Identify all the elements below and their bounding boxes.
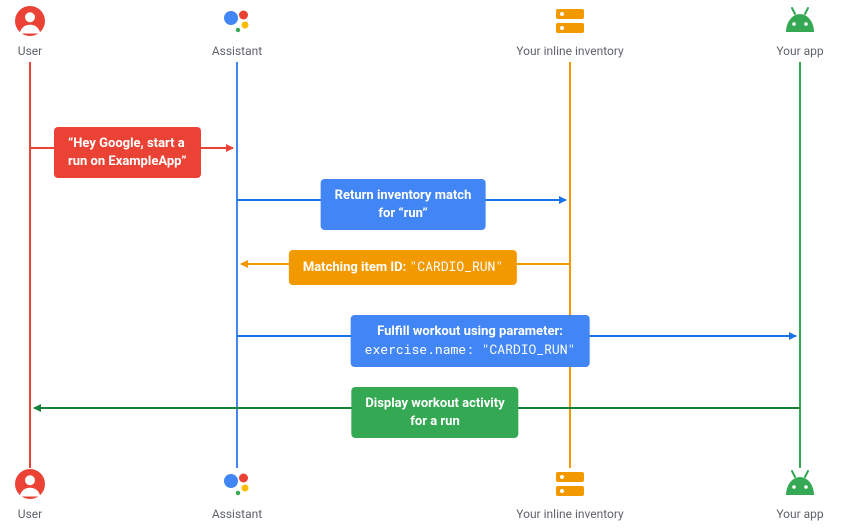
msg-text: “Hey Google, start a — [68, 136, 185, 151]
msg-text: Display workout activity — [365, 396, 504, 411]
msg-text: for a run — [410, 414, 460, 429]
message-user-query: “Hey Google, start a run on ExampleApp” — [54, 127, 201, 178]
msg-text: Fulfill workout using parameter: — [377, 324, 563, 339]
user-icon — [15, 469, 45, 503]
inventory-icon — [554, 6, 586, 40]
assistant-icon — [221, 5, 253, 41]
message-matching-item: Matching item ID: "CARDIO_RUN" — [289, 250, 517, 285]
label-inventory: Your inline inventory — [516, 507, 623, 521]
msg-mono: exercise.name: "CARDIO_RUN" — [365, 340, 576, 358]
msg-text: for “run” — [378, 206, 427, 221]
msg-text: Matching item ID: — [303, 260, 410, 275]
label-assistant: Assistant — [212, 507, 262, 521]
msg-text: run on ExampleApp” — [68, 154, 187, 169]
android-icon — [783, 469, 817, 503]
label-user: User — [18, 507, 42, 521]
msg-text: Return inventory match — [335, 188, 472, 203]
user-icon — [15, 6, 45, 40]
message-fulfill-workout: Fulfill workout using parameter: exercis… — [351, 315, 590, 367]
label-app: Your app — [776, 44, 823, 58]
msg-mono: "CARDIO_RUN" — [410, 257, 504, 275]
android-icon — [783, 6, 817, 40]
message-display-activity: Display workout activity for a run — [351, 387, 518, 438]
assistant-icon — [221, 468, 253, 504]
label-inventory: Your inline inventory — [516, 44, 623, 58]
label-user: User — [18, 44, 42, 58]
message-return-inventory: Return inventory match for “run” — [321, 179, 486, 230]
inventory-icon — [554, 469, 586, 503]
label-app: Your app — [776, 507, 823, 521]
label-assistant: Assistant — [212, 44, 262, 58]
